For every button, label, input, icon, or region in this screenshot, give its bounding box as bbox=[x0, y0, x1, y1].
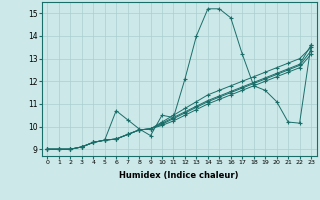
X-axis label: Humidex (Indice chaleur): Humidex (Indice chaleur) bbox=[119, 171, 239, 180]
